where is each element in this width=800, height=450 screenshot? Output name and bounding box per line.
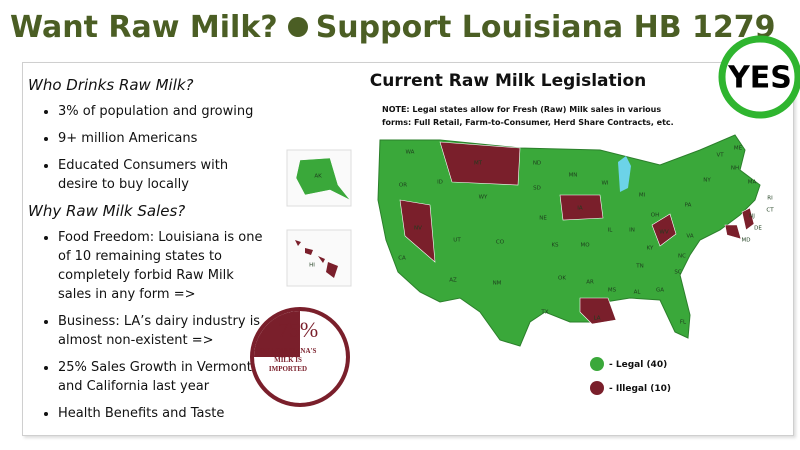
title-left: Want Raw Milk?	[10, 10, 278, 45]
state-label: NV	[414, 226, 422, 232]
state-label: UT	[453, 238, 461, 244]
state-label: IN	[629, 228, 635, 234]
lake-michigan	[618, 156, 631, 192]
state-label: NY	[703, 178, 711, 184]
state-label: MS	[608, 288, 617, 294]
state-label: AL	[634, 290, 642, 296]
state-label: VT	[716, 153, 724, 159]
bullet: 25% Sales Growth in Vermont and Californ…	[58, 358, 268, 396]
bullet: Health Benefits and Taste	[58, 404, 268, 423]
legend-swatch	[590, 381, 604, 395]
state-label: WI	[601, 181, 608, 187]
state-label: ND	[533, 161, 541, 167]
stat-label: 75%	[278, 317, 318, 342]
state-label: MI	[639, 193, 646, 199]
legend-label: - Legal (40)	[609, 360, 667, 370]
state-label: IL	[608, 228, 614, 234]
state-label: MT	[474, 161, 483, 167]
us-map	[377, 134, 761, 347]
state-labels: AK HI WA OR CA NV ID MT WY UT AZ CO NM ND SD NE KS OK TX MN…	[309, 146, 774, 326]
bullet-list: 3% of population and growing 9+ million A…	[28, 102, 268, 194]
bullet: 9+ million Americans	[58, 129, 268, 148]
legend-swatch	[590, 357, 604, 371]
stat-caption: MILK IS	[274, 356, 302, 364]
bullet-list: Food Freedom: Louisiana is one of 10 rem…	[28, 228, 268, 423]
state-label: NJ	[749, 214, 755, 220]
bullet: 3% of population and growing	[58, 102, 268, 121]
state-label: GA	[656, 288, 664, 294]
map-note: NOTE: Legal states allow for Fresh (Raw)…	[382, 105, 661, 114]
hi-inset	[286, 229, 352, 287]
alaska	[295, 157, 351, 201]
bullet: Educated Consumers with desire to buy lo…	[58, 156, 268, 194]
state-label: WV	[659, 230, 668, 236]
state-label: MO	[580, 243, 590, 249]
state-label: ID	[437, 180, 443, 186]
state-label: SC	[674, 270, 681, 276]
stat-caption: OF LOUISIANA'S	[260, 347, 317, 355]
state-label: CA	[398, 256, 406, 262]
text-column: Who Drinks Raw Milk? 3% of population and…	[28, 76, 268, 431]
title: Want Raw Milk? Support Louisiana HB 1279	[10, 10, 776, 45]
state-label: AR	[586, 280, 594, 286]
panel	[22, 62, 794, 436]
state-label: PA	[685, 203, 692, 209]
state-label: TN	[635, 264, 643, 270]
state-label: WA	[406, 150, 415, 156]
hawaii	[295, 240, 338, 278]
state-label: HI	[309, 263, 315, 269]
state-label: AK	[314, 174, 322, 180]
stat-ring	[250, 307, 350, 407]
state-label: CT	[766, 208, 774, 214]
state-label: KY	[647, 246, 654, 252]
stat-wedge	[254, 311, 346, 403]
state-label: RI	[767, 196, 773, 202]
stat-caption: IMPORTED	[269, 365, 307, 373]
state-label: TX	[540, 310, 548, 316]
state-label: LA	[594, 316, 601, 322]
state-label: NH	[731, 166, 739, 172]
badge-text: YES	[727, 61, 792, 96]
title-right: Support Louisiana HB 1279	[315, 10, 776, 45]
state-label: IA	[577, 206, 583, 212]
legend-label: - Illegal (10)	[609, 384, 671, 394]
state-label: MN	[569, 173, 578, 179]
state-label: NC	[678, 254, 686, 260]
state-label: VA	[686, 234, 693, 240]
state-label: SD	[533, 186, 541, 192]
bullet: Business: LA’s dairy industry is almost …	[58, 312, 268, 350]
state-label: NE	[539, 216, 547, 222]
state-label: MA	[748, 180, 757, 186]
map-note: forms: Full Retail, Farm-to-Consumer, He…	[382, 118, 674, 127]
state-label: OK	[558, 276, 566, 282]
state-label: CO	[496, 240, 505, 246]
state-label: NM	[493, 281, 502, 287]
state-label: AZ	[449, 278, 457, 284]
legend: - Legal (40) - Illegal (10)	[590, 357, 671, 395]
map-title: Current Raw Milk Legislation	[370, 71, 647, 91]
yes-badge	[718, 35, 800, 119]
dot	[287, 17, 308, 37]
state-label: OH	[651, 213, 659, 219]
state-label: FL	[680, 320, 687, 326]
state-label: ME	[734, 146, 743, 152]
state-label: DE	[754, 226, 762, 232]
state-label: OR	[399, 183, 407, 189]
state-label: KS	[551, 243, 559, 249]
state-label: WY	[479, 195, 488, 201]
section-heading: Why Raw Milk Sales?	[28, 202, 186, 220]
bullet: Food Freedom: Louisiana is one of 10 rem…	[58, 228, 268, 304]
illegal-states	[399, 141, 755, 325]
section-heading: Who Drinks Raw Milk?	[28, 76, 194, 94]
state-label: MD	[742, 238, 751, 244]
